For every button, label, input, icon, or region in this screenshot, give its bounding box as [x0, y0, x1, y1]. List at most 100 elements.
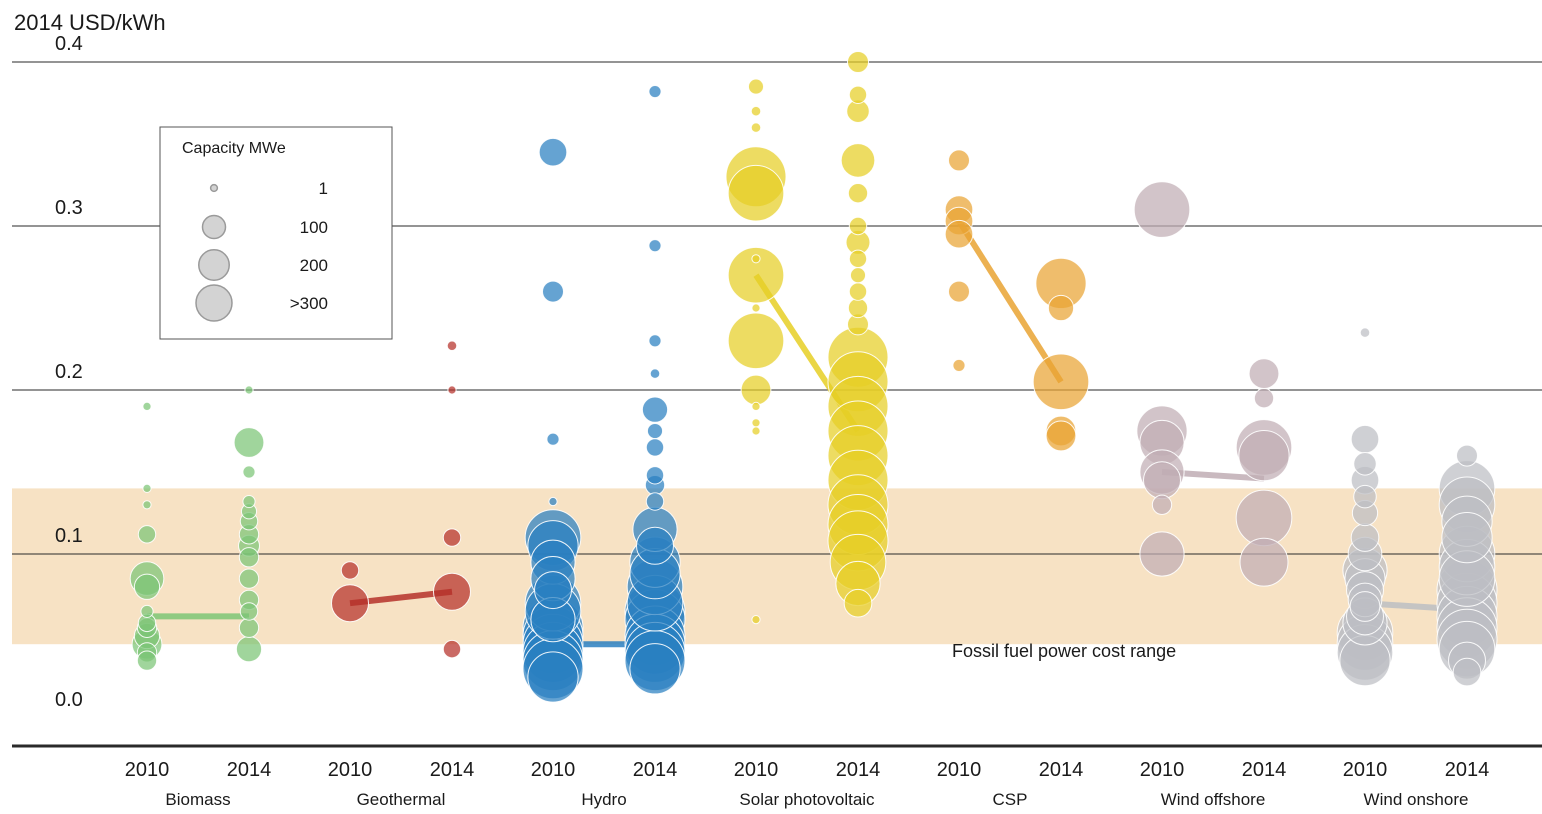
bubble — [140, 604, 154, 618]
bubble — [648, 239, 662, 253]
bubble — [944, 219, 974, 249]
y-tick-labels: 0.0 0.1 0.2 0.3 0.4 — [55, 33, 83, 711]
x-year-label: 2010 — [328, 759, 373, 781]
x-year-label: 2010 — [125, 759, 170, 781]
bubble — [740, 374, 772, 406]
legend-bubble — [195, 284, 233, 322]
legend-label: >300 — [290, 294, 328, 313]
bubble — [233, 427, 265, 458]
bubble — [751, 401, 761, 411]
bubble — [636, 526, 674, 565]
bubble — [849, 267, 867, 284]
y-tick-label: 0.3 — [55, 197, 83, 219]
x-category-label: Hydro — [581, 790, 626, 809]
x-year-label: 2010 — [1140, 759, 1185, 781]
bubble — [843, 588, 873, 618]
legend-label: 100 — [300, 218, 328, 237]
bubble — [1350, 523, 1380, 552]
bubble — [727, 164, 785, 222]
bubble — [948, 149, 970, 172]
legend-bubble — [209, 183, 219, 193]
x-year-label: 2010 — [531, 759, 576, 781]
bubble — [238, 547, 260, 568]
bubble — [527, 651, 579, 703]
bubble — [340, 561, 360, 580]
bubble — [847, 297, 869, 319]
bubble — [1353, 484, 1377, 509]
bubble — [649, 368, 661, 379]
bubble — [848, 249, 868, 268]
x-year-label: 2014 — [227, 759, 272, 781]
x-category-label: Solar photovoltaic — [739, 790, 875, 809]
y-unit-label: 2014 USD/kWh — [14, 10, 166, 35]
bubble — [433, 572, 471, 611]
bubble — [239, 602, 259, 621]
bubble — [648, 334, 662, 348]
legend: Capacity MWe 1 100 200 >300 — [159, 126, 393, 340]
bubble — [751, 254, 761, 264]
bubble — [645, 466, 665, 485]
y-tick-label: 0.0 — [55, 689, 83, 711]
x-year-label: 2014 — [633, 759, 678, 781]
bubble — [645, 438, 665, 457]
bubble — [751, 426, 761, 436]
bubble — [641, 396, 669, 423]
bubble — [534, 571, 572, 610]
bubble — [751, 615, 761, 625]
bubble — [538, 137, 568, 167]
y-tick-label: 0.1 — [55, 525, 83, 547]
bubble — [645, 492, 665, 511]
x-category-label: Biomass — [165, 790, 230, 809]
legend-bubble — [198, 249, 230, 281]
bubble — [142, 401, 152, 411]
bubble — [1248, 358, 1280, 389]
bubble — [244, 385, 254, 395]
bubble — [133, 573, 161, 600]
bubble — [1441, 511, 1493, 564]
bubble — [952, 358, 966, 372]
bubble — [629, 643, 681, 695]
x-category-label: Wind onshore — [1364, 790, 1469, 809]
bubble — [948, 280, 970, 303]
bubble — [548, 496, 558, 507]
bubble — [238, 617, 260, 638]
x-category-label: Wind offshore — [1161, 790, 1266, 809]
bubble — [442, 528, 462, 547]
bubble — [847, 183, 869, 204]
bubble — [747, 78, 765, 95]
bubble — [1032, 353, 1090, 411]
bubble — [1353, 452, 1377, 476]
bubble — [750, 105, 762, 117]
bubble — [1151, 494, 1173, 515]
x-category-label: CSP — [993, 790, 1028, 809]
x-tick-labels: 2010 2014 Biomass 2010 2014 Geothermal 2010 201… — [125, 759, 1490, 809]
x-year-label: 2014 — [1445, 759, 1490, 781]
x-year-label: 2014 — [430, 759, 475, 781]
bubble — [751, 303, 761, 313]
bubble — [1359, 327, 1371, 338]
bubble — [1349, 591, 1381, 622]
x-year-label: 2010 — [937, 759, 982, 781]
bubble — [727, 246, 785, 304]
bubble — [1143, 461, 1181, 500]
bubble — [1239, 537, 1289, 587]
y-tick-label: 0.2 — [55, 361, 83, 383]
bubble — [136, 650, 158, 671]
bubble — [447, 385, 457, 395]
band-label: Fossil fuel power cost range — [952, 641, 1176, 661]
bubble — [1350, 424, 1380, 454]
legend-label: 1 — [319, 179, 328, 198]
bubble — [727, 312, 785, 370]
bubble — [137, 525, 157, 544]
bubble — [1238, 429, 1290, 482]
bubble — [750, 122, 762, 133]
bubble — [848, 282, 868, 301]
bubble — [848, 216, 868, 236]
bubble — [751, 418, 761, 428]
bubble — [446, 340, 458, 351]
bubble — [1456, 444, 1478, 467]
x-year-label: 2010 — [1343, 759, 1388, 781]
bubble — [1045, 420, 1077, 452]
